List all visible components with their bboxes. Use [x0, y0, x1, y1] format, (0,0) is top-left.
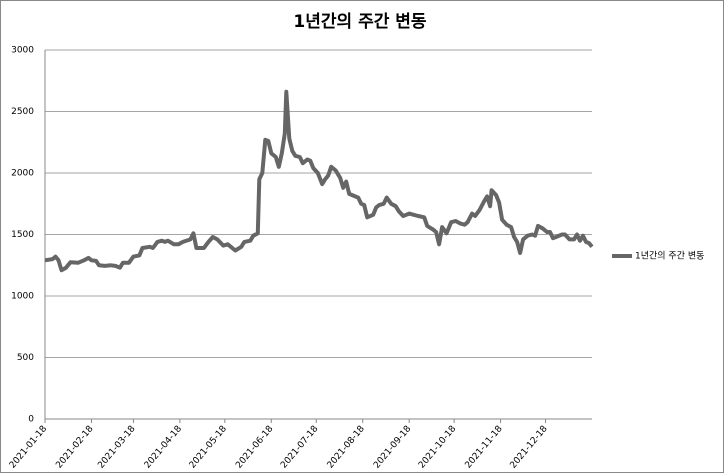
- y-tick-label: 500: [17, 353, 34, 363]
- data-line: [44, 89, 594, 273]
- y-tick-label: 0: [28, 415, 34, 425]
- y-tick-label: 1500: [11, 230, 34, 240]
- y-tick-label: 3000: [11, 46, 34, 56]
- chart-title: 1년간의 주간 변동: [293, 12, 427, 32]
- y-tick-label: 1000: [11, 292, 34, 302]
- y-tick-label: 2000: [11, 169, 34, 179]
- legend-label: 1년간의 주간 변동: [635, 251, 704, 262]
- y-tick-label: 2500: [11, 107, 34, 117]
